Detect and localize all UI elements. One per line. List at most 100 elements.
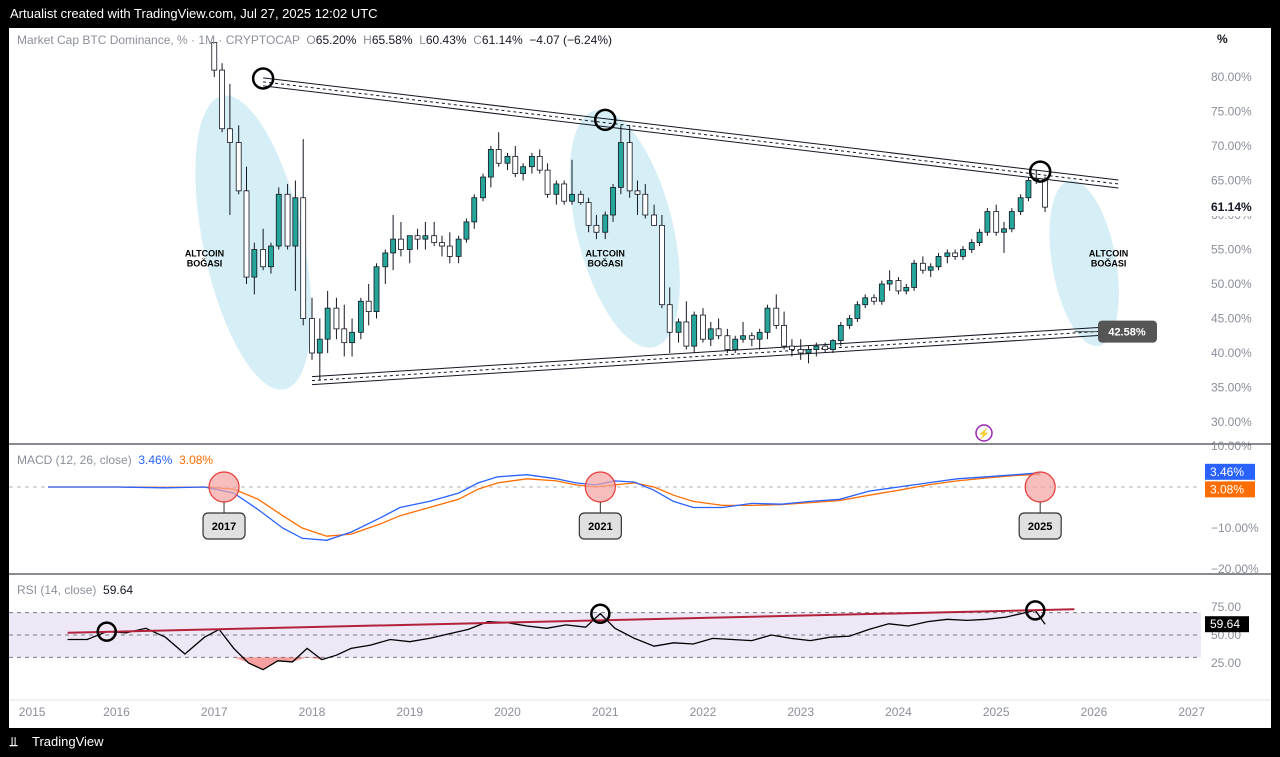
macd-year-label: 2021	[588, 521, 612, 533]
macd-year-box	[578, 512, 622, 540]
macd-legend-value: 3.46%	[138, 453, 173, 467]
candle-body	[740, 335, 746, 340]
macd-year-label: 2017	[212, 521, 236, 533]
signal-value-label: 3.08%	[1210, 482, 1244, 496]
signal-value-box	[1205, 481, 1255, 498]
chart-canvas[interactable]: ALTCOINBOĞASIALTCOINBOĞASIALTCOINBOĞASI⚡…	[9, 28, 1271, 728]
footer-bar: ⫫ TradingView	[0, 728, 1280, 757]
legend-low-value: 60.43%	[425, 33, 467, 47]
candle-body	[691, 314, 698, 347]
macd-cross-circle	[1024, 471, 1056, 503]
candle-body	[837, 324, 844, 341]
candle-body	[382, 252, 389, 268]
candle-body	[878, 283, 885, 302]
percent-scale-button[interactable]: %	[1217, 32, 1228, 46]
candle-body	[544, 169, 551, 195]
candle-body	[886, 280, 893, 285]
main-legend: Market Cap BTC Dominance, % · 1M · CRYPT…	[17, 33, 612, 47]
rsi-value-box	[1205, 616, 1249, 633]
candle-body	[309, 318, 315, 354]
attribution-text: Artualist created with TradingView.com, …	[10, 6, 378, 21]
candle-body	[398, 238, 404, 250]
candle-body	[569, 193, 575, 202]
candle-body	[911, 262, 917, 288]
altcoin-season-ellipse	[1049, 180, 1119, 347]
candle-body	[422, 235, 429, 240]
candle-body	[895, 280, 902, 292]
candle-body	[455, 238, 462, 257]
legend-close-value: 61.14%	[481, 33, 523, 47]
candle-body	[960, 249, 966, 257]
candle-body	[341, 328, 348, 344]
last-price-label: 61.14%	[1211, 200, 1252, 214]
rsi-marked-point	[96, 621, 117, 642]
chart-area[interactable]: ALTCOIN BOĞASI ALTCOIN BOĞASI ALTCOIN BOĞASI ⚡…	[9, 28, 1271, 728]
candle-body	[561, 183, 568, 202]
candle-body	[480, 176, 486, 199]
candle-body	[226, 128, 233, 143]
candle-body	[952, 252, 959, 257]
rsi-axis-tick: 25.00	[1211, 656, 1241, 670]
upper-trendline	[263, 77, 1119, 181]
time-axis-tick: 2027	[1178, 705, 1205, 719]
candle-body	[871, 297, 877, 302]
candle-body	[683, 321, 690, 347]
lightning-icon-glyph: ⚡	[978, 427, 990, 440]
rsi-trendline	[67, 608, 1075, 634]
macd-axis-tick: −20.00%	[1211, 562, 1259, 576]
time-axis-tick: 2026	[1081, 705, 1108, 719]
lower-trendline	[311, 333, 1119, 386]
candle-body	[846, 318, 853, 326]
candle-body	[919, 262, 926, 271]
candle-body	[764, 307, 771, 333]
altcoin-season-ellipse	[195, 95, 312, 390]
candle-body	[439, 242, 445, 247]
altcoin-season-label: BOĞASI	[587, 257, 623, 268]
candle-body	[830, 340, 836, 350]
candle-body	[251, 249, 258, 278]
time-axis-tick: 2024	[885, 705, 912, 719]
price-axis-tick: 80.00%	[1211, 70, 1252, 84]
candle-body	[373, 266, 380, 312]
candle-body	[333, 307, 340, 330]
candle-body	[495, 149, 502, 164]
candle-body	[553, 183, 560, 195]
time-axis-tick: 2021	[592, 705, 619, 719]
time-axis-tick: 2019	[396, 705, 423, 719]
main-legend-symbol: Market Cap BTC Dominance, % · 1M · CRYPT…	[17, 33, 300, 47]
marked-high-circle	[251, 67, 275, 90]
candle-body	[219, 69, 225, 130]
candle-body	[773, 307, 780, 326]
time-axis-tick: 2025	[983, 705, 1010, 719]
lower-trendline	[311, 325, 1119, 378]
time-axis-tick: 2020	[494, 705, 521, 719]
candle-body	[446, 245, 453, 257]
rsi-marked-point	[590, 603, 611, 624]
footer-brand-label: TradingView	[32, 734, 104, 749]
support-label: 42.58%	[1108, 327, 1146, 339]
price-axis-tick: 75.00%	[1211, 105, 1252, 119]
candle-body	[235, 142, 242, 192]
altcoin-season-label: ALTCOIN	[586, 248, 625, 258]
candle-body	[406, 235, 413, 250]
altcoin-season-label: ALTCOIN	[1089, 248, 1128, 258]
candle-body	[935, 255, 942, 268]
candle-body	[529, 155, 535, 168]
macd-year-label: 2025	[1028, 521, 1052, 533]
candle-body	[666, 304, 673, 333]
rsi-oversold-fill	[233, 657, 322, 670]
price-axis-tick: 55.00%	[1211, 243, 1252, 257]
candle-body	[724, 335, 731, 350]
candle-body	[300, 197, 307, 319]
time-axis-tick: 2016	[103, 705, 130, 719]
legend-high-label: H	[363, 33, 372, 47]
upper-trendline	[263, 85, 1119, 189]
candle-body	[275, 193, 282, 247]
tradingview-logo-icon: ⫫	[10, 734, 18, 749]
price-axis-tick: 65.00%	[1211, 174, 1252, 188]
candle-body	[707, 328, 714, 340]
rsi-marked-point	[1025, 600, 1046, 621]
candle-body	[1025, 180, 1032, 199]
candle-body	[431, 235, 438, 243]
candle-body	[1042, 178, 1048, 208]
